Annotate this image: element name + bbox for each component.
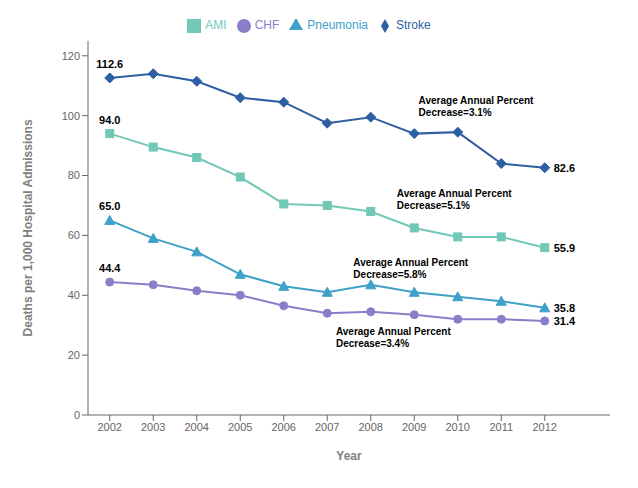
svg-text:0: 0 xyxy=(74,409,80,421)
svg-text:55.9: 55.9 xyxy=(554,242,575,254)
svg-text:20: 20 xyxy=(68,349,80,361)
svg-text:82.6: 82.6 xyxy=(554,162,575,174)
svg-text:Average Annual PercentDecrease: Average Annual PercentDecrease=5.8% xyxy=(353,257,469,280)
svg-text:100: 100 xyxy=(62,110,80,122)
svg-text:Deaths per 1,000 Hospital Admi: Deaths per 1,000 Hospital Admissions xyxy=(21,119,35,336)
svg-text:2009: 2009 xyxy=(402,421,426,433)
svg-text:2003: 2003 xyxy=(141,421,165,433)
svg-text:40: 40 xyxy=(68,289,80,301)
svg-text:2004: 2004 xyxy=(185,421,209,433)
svg-text:2005: 2005 xyxy=(228,421,252,433)
svg-text:44.4: 44.4 xyxy=(99,262,121,274)
svg-text:Year: Year xyxy=(336,449,362,463)
svg-text:31.4: 31.4 xyxy=(554,315,576,327)
svg-text:2002: 2002 xyxy=(98,421,122,433)
svg-text:Average Annual PercentDecrease: Average Annual PercentDecrease=5.1% xyxy=(397,188,513,211)
html-text:AMI: AMI xyxy=(205,18,227,32)
svg-text:Average Annual PercentDecrease: Average Annual PercentDecrease=3.4% xyxy=(336,326,452,349)
svg-text:60: 60 xyxy=(68,229,80,241)
html-text:CHF: CHF xyxy=(254,18,280,32)
svg-text:65.0: 65.0 xyxy=(99,200,120,212)
svg-text:2010: 2010 xyxy=(446,421,470,433)
svg-text:35.8: 35.8 xyxy=(554,302,575,314)
svg-text:2011: 2011 xyxy=(489,421,513,433)
svg-text:120: 120 xyxy=(62,50,80,62)
html-text:Pneumonia: Pneumonia xyxy=(307,18,368,32)
html-text:Stroke: Stroke xyxy=(396,18,431,32)
svg-text:94.0: 94.0 xyxy=(99,114,120,126)
svg-text:Average Annual PercentDecrease: Average Annual PercentDecrease=3.1% xyxy=(419,95,535,118)
svg-text:80: 80 xyxy=(68,169,80,181)
svg-text:2008: 2008 xyxy=(359,421,383,433)
svg-text:2007: 2007 xyxy=(315,421,339,433)
svg-text:2006: 2006 xyxy=(272,421,296,433)
svg-text:112.6: 112.6 xyxy=(96,58,123,70)
svg-text:2012: 2012 xyxy=(533,421,557,433)
